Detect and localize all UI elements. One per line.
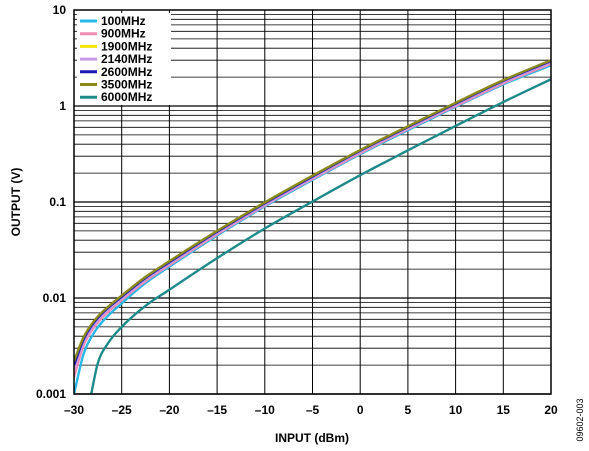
y-tick-label: 1 [59, 99, 66, 113]
x-tick-labels: –30 –25 –20 –15 –10 –5 0 5 10 15 20 [64, 403, 558, 417]
x-tick-label: –15 [207, 403, 227, 417]
legend-label-1900mhz: 1900MHz [101, 39, 152, 53]
legend-label-3500mhz: 3500MHz [101, 78, 152, 92]
x-tick-label: 0 [357, 403, 364, 417]
x-tick-label: –10 [255, 403, 275, 417]
x-tick-label: 5 [405, 403, 412, 417]
legend-label-2140mhz: 2140MHz [101, 52, 152, 66]
x-tick-label: –30 [64, 403, 84, 417]
x-tick-label: –25 [112, 403, 132, 417]
y-axis-title: OUTPUT (V) [9, 168, 23, 237]
legend-label-2600mhz: 2600MHz [101, 65, 152, 79]
x-tick-label: –5 [306, 403, 320, 417]
x-tick-label: –20 [159, 403, 179, 417]
legend-label-6000mhz: 6000MHz [101, 90, 152, 104]
legend-label-900mhz: 900MHz [101, 27, 146, 41]
y-tick-label: 0.01 [43, 291, 67, 305]
y-tick-label: 10 [53, 3, 67, 17]
x-axis-title: INPUT (dBm) [275, 431, 349, 445]
x-tick-label: 20 [544, 403, 558, 417]
plot-frame [73, 9, 552, 395]
figure-id: 09602-003 [575, 398, 585, 441]
series-line-3500mhz [74, 59, 551, 362]
series-line-6000mhz [89, 78, 551, 394]
y-tick-label: 0.1 [49, 195, 66, 209]
legend: 100MHz900MHz1900MHz2140MHz2600MHz3500MHz… [77, 13, 171, 105]
x-tick-label: 10 [449, 403, 463, 417]
x-tick-label: 15 [497, 403, 511, 417]
y-tick-label: 0.001 [36, 387, 66, 401]
y-tick-labels: 0.001 0.01 0.1 1 10 [36, 3, 66, 401]
series-lines [74, 59, 551, 394]
legend-label-100mhz: 100MHz [101, 14, 146, 28]
